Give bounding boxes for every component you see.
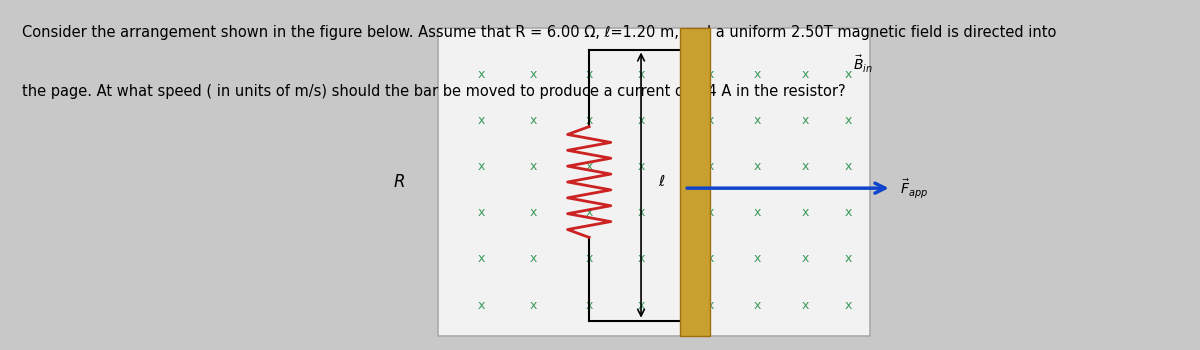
Text: x: x (754, 160, 761, 173)
Text: x: x (478, 206, 485, 219)
Text: Consider the arrangement shown in the figure below. Assume that R = 6.00 Ω, ℓ=1.: Consider the arrangement shown in the fi… (22, 25, 1056, 40)
Text: x: x (802, 68, 809, 81)
Text: x: x (845, 252, 852, 266)
Text: x: x (707, 68, 714, 81)
Text: x: x (707, 114, 714, 127)
Text: x: x (586, 252, 593, 266)
Text: x: x (707, 160, 714, 173)
Text: $\vec{F}_{app}$: $\vec{F}_{app}$ (900, 177, 929, 199)
Text: x: x (529, 114, 536, 127)
Text: x: x (845, 299, 852, 312)
Text: x: x (586, 68, 593, 81)
Text: x: x (707, 299, 714, 312)
Text: the page. At what speed ( in units of m/s) should the bar be moved to produce a : the page. At what speed ( in units of m/… (22, 84, 845, 99)
Text: x: x (529, 160, 536, 173)
Text: x: x (637, 299, 644, 312)
Text: x: x (802, 206, 809, 219)
Text: x: x (529, 68, 536, 81)
Text: x: x (802, 160, 809, 173)
Text: $\vec{B}_{in}$: $\vec{B}_{in}$ (853, 55, 872, 76)
Text: x: x (802, 252, 809, 266)
Text: x: x (637, 252, 644, 266)
Text: x: x (586, 299, 593, 312)
Text: x: x (529, 206, 536, 219)
Bar (680, 28, 710, 336)
Text: x: x (637, 160, 644, 173)
Bar (438, 28, 870, 336)
Text: x: x (802, 114, 809, 127)
Text: x: x (478, 252, 485, 266)
Text: x: x (637, 114, 644, 127)
Text: $\ell$: $\ell$ (659, 175, 666, 189)
Text: x: x (707, 206, 714, 219)
Text: x: x (637, 68, 644, 81)
Text: x: x (845, 206, 852, 219)
Text: x: x (478, 114, 485, 127)
Text: x: x (845, 68, 852, 81)
Text: x: x (754, 252, 761, 266)
Text: $R$: $R$ (394, 173, 406, 191)
Text: x: x (586, 114, 593, 127)
Text: x: x (754, 114, 761, 127)
Text: x: x (478, 160, 485, 173)
Text: x: x (754, 299, 761, 312)
Text: x: x (707, 252, 714, 266)
Text: x: x (845, 160, 852, 173)
Text: x: x (845, 114, 852, 127)
Text: x: x (478, 299, 485, 312)
Text: x: x (529, 252, 536, 266)
Text: x: x (637, 206, 644, 219)
Text: x: x (802, 299, 809, 312)
Text: x: x (586, 206, 593, 219)
Text: x: x (529, 299, 536, 312)
Text: x: x (586, 160, 593, 173)
Text: x: x (754, 206, 761, 219)
Text: x: x (478, 68, 485, 81)
Text: x: x (754, 68, 761, 81)
